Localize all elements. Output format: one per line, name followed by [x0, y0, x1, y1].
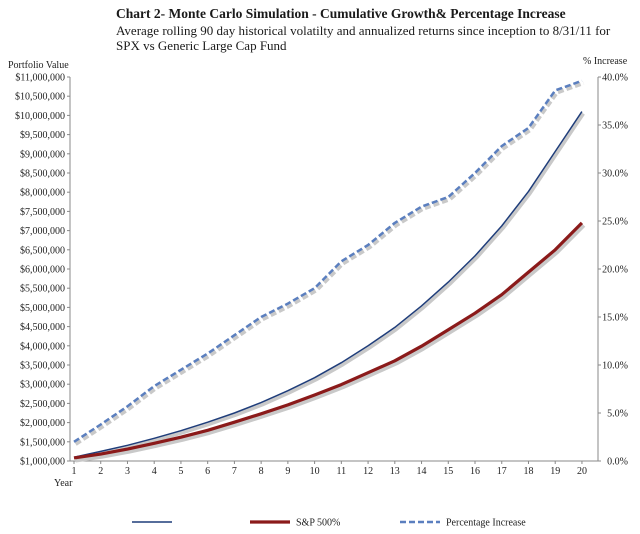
x-axis-title: Year: [54, 478, 73, 489]
y-right-tick-label: 25.0%: [602, 217, 628, 228]
legend-label-3: Percentage Increase: [446, 518, 526, 529]
x-tick-label: 5: [178, 466, 183, 477]
x-tick-label: 3: [125, 466, 130, 477]
y-left-tick-label: $10,000,000: [15, 111, 65, 122]
series-shadow-line: [74, 80, 585, 446]
y-left-tick-label: $2,000,000: [20, 418, 65, 429]
y-right-tick-label: 20.0%: [602, 265, 628, 276]
x-tick-label: 14: [417, 466, 427, 477]
y-left-tick-label: $4,500,000: [20, 322, 65, 333]
y-left-tick-label: $5,000,000: [20, 303, 65, 314]
x-tick-label: 19: [550, 466, 560, 477]
y-right-tick-label: 15.0%: [602, 313, 628, 324]
y-right-tick-label: 30.0%: [602, 169, 628, 180]
y-left-tick-label: $6,000,000: [20, 265, 65, 276]
y-left-tick-label: $9,000,000: [20, 149, 65, 160]
series-line-3: [73, 79, 583, 443]
y-right-tick-label: 35.0%: [602, 121, 628, 132]
x-tick-label: 9: [285, 466, 290, 477]
y-left-tick-label: $8,500,000: [20, 169, 65, 180]
y-left-tick-label: $7,500,000: [20, 207, 65, 218]
series-shadow-line: [75, 112, 585, 461]
y-right-tick-label: 10.0%: [602, 361, 628, 372]
legend-label-2: S&P 500%: [296, 518, 340, 529]
y-left-tick-label: $3,000,000: [20, 380, 65, 391]
y-left-tick-label: $10,500,000: [15, 92, 65, 103]
series-line-1: [73, 111, 583, 458]
series-line-2: [73, 221, 584, 460]
chart-series: [73, 79, 586, 463]
x-tick-label: 15: [443, 466, 453, 477]
x-tick-label: 20: [577, 466, 587, 477]
y-right-tick-label: 5.0%: [607, 409, 628, 420]
y-right-tick-label: 0.0%: [607, 457, 628, 468]
y-left-tick-label: $3,500,000: [20, 361, 65, 372]
chart-axes: $1,000,000 $1,500,000 $2,000,000 $2,500,000…: [15, 73, 628, 478]
y-right-tick-label: 40.0%: [602, 73, 628, 84]
x-tick-label: 4: [152, 466, 157, 477]
x-tick-label: 17: [497, 466, 507, 477]
y-right-axis-title: % Increase: [583, 56, 628, 67]
y-left-axis-title: Portfolio Value: [8, 60, 69, 71]
x-tick-label: 13: [390, 466, 400, 477]
x-tick-label: 16: [470, 466, 480, 477]
chart-subtitle: Average rolling 90 day historical volati…: [116, 23, 611, 53]
x-tick-label: 1: [72, 466, 77, 477]
x-tick-label: 8: [259, 466, 264, 477]
y-left-tick-label: $4,000,000: [20, 341, 65, 352]
chart-title: Chart 2- Monte Carlo Simulation - Cumula…: [116, 6, 566, 21]
x-tick-label: 6: [205, 466, 210, 477]
y-left-tick-label: $2,500,000: [20, 399, 65, 410]
y-left-tick-label: $7,000,000: [20, 226, 65, 237]
chart-legend: S&P 500% Percentage Increase: [132, 518, 526, 529]
x-tick-label: 11: [337, 466, 347, 477]
y-left-tick-label: $1,500,000: [20, 437, 65, 448]
y-left-tick-label: $6,500,000: [20, 245, 65, 256]
x-tick-label: 10: [310, 466, 320, 477]
y-left-tick-label: $5,500,000: [20, 284, 65, 295]
y-left-tick-label: $11,000,000: [15, 73, 65, 84]
x-tick-label: 12: [363, 466, 373, 477]
x-tick-label: 2: [98, 466, 103, 477]
series-shadow-line: [75, 223, 586, 463]
y-left-tick-label: $8,000,000: [20, 188, 65, 199]
y-left-tick-label: $9,500,000: [20, 130, 65, 141]
x-tick-label: 18: [523, 466, 533, 477]
x-tick-label: 7: [232, 466, 237, 477]
y-left-tick-label: $1,000,000: [20, 457, 65, 468]
